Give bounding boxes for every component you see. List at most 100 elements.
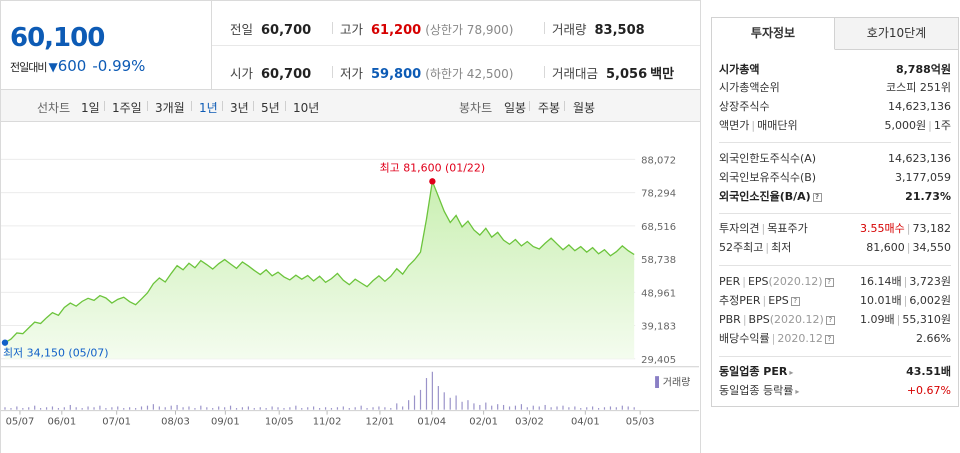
high-marker [429, 178, 436, 185]
question-icon[interactable]: ? [824, 278, 834, 287]
x-tick-label: 11/02 [313, 417, 342, 428]
chevron-right-icon[interactable]: ▸ [795, 387, 800, 396]
volume-bar [34, 405, 36, 410]
volume-bar [360, 405, 362, 410]
divider [332, 66, 333, 78]
volume-bar [603, 407, 606, 410]
volume-bar [164, 407, 166, 410]
volume-bar [473, 403, 475, 410]
period-3y[interactable]: 3년 [230, 101, 249, 115]
volume-bar [520, 404, 523, 410]
volume-bar [271, 406, 273, 410]
price-line [4, 178, 635, 344]
volume-bar [206, 407, 208, 410]
volume-bar [241, 407, 244, 410]
divider [222, 101, 223, 111]
period-5y[interactable]: 5년 [261, 101, 280, 115]
volume-bar [63, 407, 65, 410]
x-tick-label: 08/03 [161, 417, 190, 428]
tab-investment-info[interactable]: 투자정보 [712, 18, 835, 50]
candle-weekly[interactable]: 주봉 [538, 101, 561, 115]
volume-bar [87, 406, 89, 410]
y-tick-label: 58,738 [641, 255, 676, 266]
period-1w[interactable]: 1주일 [112, 101, 142, 115]
row-est-per-eps: 추정PER | EPS? 10.01배 | 6,002원 [719, 294, 951, 307]
question-icon[interactable]: ? [825, 316, 835, 325]
volume-bar [574, 406, 576, 410]
volume-bar [123, 408, 125, 410]
volume-bar [514, 405, 517, 410]
volume-bar [568, 407, 570, 410]
volume-bar [39, 408, 42, 410]
volume-bar [313, 406, 315, 410]
period-bar: 선차트 1일 1주일 3개월 1년 3년 5년 10년 봉차트 일봉 주봉 월봉 [0, 90, 701, 122]
volume-bar [194, 408, 196, 410]
row-sector-per: 동일업종 PER ▸ 43.51배 [719, 365, 951, 378]
row-52week: 52주최고 | 최저 81,600 | 34,550 [719, 241, 951, 254]
investment-info-panel: 투자정보 호가10단계 시가총액 8,788억원 시가총액순위 코스피 251위 상… [711, 17, 959, 407]
y-tick-label: 78,294 [641, 189, 676, 200]
price-stats: 전일 60,700 고가 61,200 (상한가 78,900) 거래량 83,508 … [211, 0, 701, 90]
row-dividend: 배당수익률 | 2020.12? 2.66% [719, 332, 951, 345]
question-icon[interactable]: ? [824, 335, 834, 344]
candle-daily[interactable]: 일봉 [504, 101, 527, 115]
period-1y[interactable]: 1년 [199, 101, 218, 115]
volume-bar [592, 406, 594, 410]
volume-bar [455, 395, 457, 410]
volume-bar [117, 406, 119, 410]
period-1d[interactable]: 1일 [81, 101, 100, 115]
x-tick-label: 04/01 [571, 417, 600, 428]
volume-bar [615, 407, 617, 410]
volume-bar [301, 408, 303, 410]
tab-orderbook[interactable]: 호가10단계 [835, 18, 958, 50]
stat-amount: 거래대금 5,056 백만 [552, 66, 675, 82]
question-icon[interactable]: ? [812, 193, 822, 202]
volume-bar [57, 408, 60, 410]
price-change: 전일대비 ▼600 -0.99% [10, 57, 145, 75]
x-tick-label: 03/02 [515, 417, 544, 428]
divider [191, 101, 192, 111]
volume-bar [562, 405, 564, 410]
volume-bar [532, 405, 534, 410]
divider [332, 22, 333, 34]
volume-bar [556, 406, 558, 410]
volume-bar [544, 404, 546, 410]
volume-label: 거래량 [663, 377, 691, 389]
volume-bar [396, 403, 398, 410]
down-triangle-icon: ▼ [48, 60, 58, 74]
y-tick-label: 39,183 [641, 322, 676, 333]
chevron-right-icon[interactable]: ▸ [789, 368, 794, 377]
candle-monthly[interactable]: 월봉 [573, 101, 596, 115]
volume-bar [28, 407, 30, 410]
volume-bar [526, 407, 528, 410]
volume-bar [75, 407, 77, 410]
volume-bar [348, 408, 350, 410]
x-tick-label: 09/01 [211, 417, 240, 428]
volume-bar [69, 404, 71, 410]
question-icon[interactable]: ? [790, 297, 800, 306]
volume-bar [633, 407, 635, 410]
period-10y[interactable]: 10년 [293, 101, 320, 115]
volume-bar [449, 397, 451, 410]
row-foreign-limit: 외국인한도주식수(A) 14,623,136 [719, 152, 951, 165]
stat-volume: 거래량 83,508 [552, 22, 645, 38]
volume-bar [550, 407, 552, 410]
period-3m[interactable]: 3개월 [155, 101, 185, 115]
change-percent: -0.99% [92, 57, 146, 75]
x-tick-label: 06/01 [47, 417, 76, 428]
row-pbr-bps: PBR | BPS(2020.12)? 1.09배 | 55,310원 [719, 313, 951, 326]
x-tick-label: 01/04 [417, 417, 446, 428]
volume-bar [105, 408, 107, 410]
candle-chart-title: 봉차트 [459, 101, 493, 115]
stat-high: 고가 61,200 (상한가 78,900) [340, 22, 514, 38]
divider [564, 101, 565, 111]
volume-bar [146, 405, 149, 410]
volume-bar [461, 401, 463, 410]
volume-bar [93, 407, 95, 410]
volume-bar [366, 408, 368, 410]
row-foreign-ratio: 외국인소진율(B/A)? 21.73% [719, 190, 951, 203]
volume-bar [22, 408, 24, 410]
volume-bar [437, 386, 439, 410]
divider [285, 101, 286, 111]
y-tick-label: 68,516 [641, 222, 676, 233]
